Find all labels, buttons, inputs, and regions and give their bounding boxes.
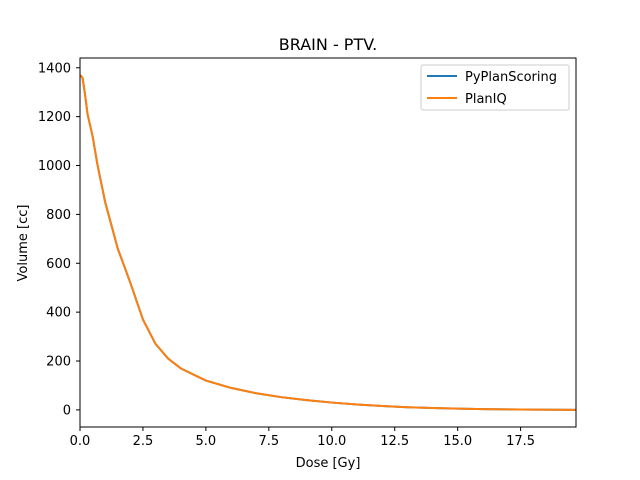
y-axis: 0 200 400 600 800 1000 1200 1400: [38, 61, 80, 418]
legend-box: [420, 64, 570, 111]
plot-frame: [79, 57, 577, 428]
plot-series: [79, 74, 577, 411]
legend: PyPlanScoring PlanIQ: [420, 64, 570, 111]
y-tick-label: 1000: [38, 159, 71, 174]
series-line-planiq: [79, 74, 577, 411]
y-tick-label: 400: [46, 306, 71, 321]
legend-label-planiq: PlanIQ: [465, 92, 507, 107]
chart-title: BRAIN - PTV.: [279, 35, 377, 54]
y-tick-label: 1200: [38, 110, 71, 125]
y-tick-label: 1400: [38, 61, 71, 76]
x-tick-label: 17.5: [506, 434, 535, 449]
y-tick-label: 600: [46, 257, 71, 272]
y-tick-label: 800: [46, 208, 71, 223]
x-tick-label: 15.0: [443, 434, 472, 449]
x-axis: 0.0 2.5 5.0 7.5 10.0 12.5 15.0 17.5: [70, 427, 535, 449]
y-tick-label: 200: [46, 355, 71, 370]
x-tick-label: 0.0: [70, 434, 91, 449]
y-tick-label: 0: [63, 403, 71, 418]
x-tick-label: 2.5: [133, 434, 154, 449]
x-tick-label: 7.5: [258, 434, 279, 449]
x-tick-label: 5.0: [196, 434, 217, 449]
y-axis-label: Volume [cc]: [16, 205, 31, 282]
x-tick-label: 12.5: [380, 434, 409, 449]
x-axis-label: Dose [Gy]: [296, 456, 361, 471]
x-tick-label: 10.0: [317, 434, 346, 449]
legend-label-pyplanscoring: PyPlanScoring: [465, 70, 557, 85]
